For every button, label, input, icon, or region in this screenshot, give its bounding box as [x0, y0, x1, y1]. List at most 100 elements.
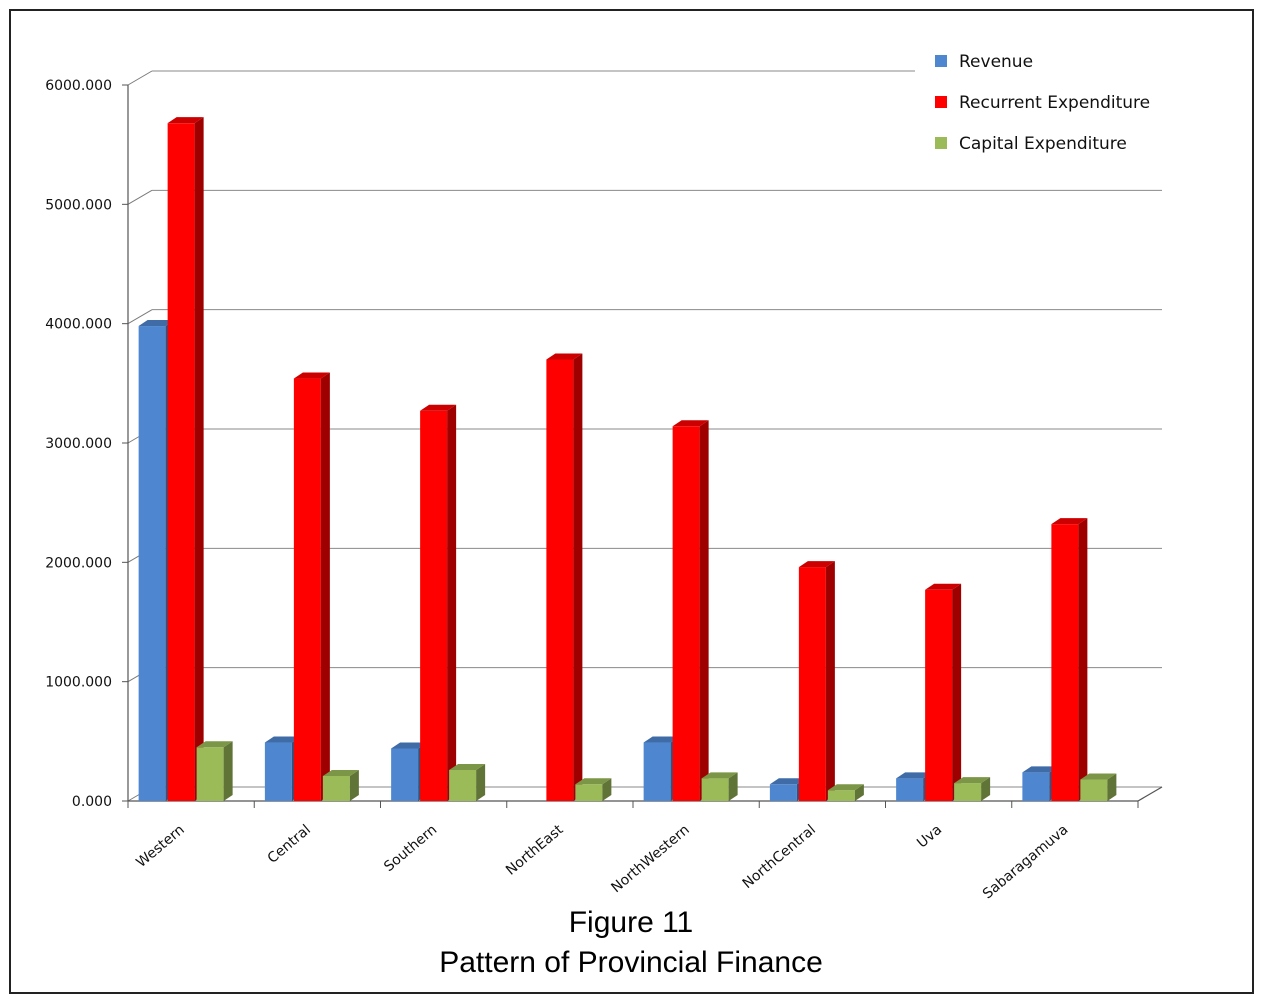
bar-front: [138, 326, 166, 801]
bar: [575, 778, 612, 801]
bar-front: [798, 567, 826, 801]
bar-top: [643, 736, 680, 743]
y-tick-label: 2000.000: [45, 555, 112, 571]
y-axis-ticks: 0.000 1000.000 2000.000 3000.000 4000.000 500…: [45, 78, 128, 810]
bar-front: [1051, 524, 1079, 801]
bar-top: [167, 117, 204, 124]
x-tick-label: NorthWestern: [608, 822, 692, 896]
bar: [701, 772, 738, 801]
bar-front: [896, 778, 924, 801]
bar-top: [449, 763, 486, 770]
bar-front: [954, 783, 982, 801]
bar: [954, 777, 991, 801]
x-tick-label: Uva: [914, 822, 945, 852]
x-tick-label: NorthCentral: [740, 822, 819, 892]
bar-side: [476, 763, 486, 801]
bar-top: [546, 353, 583, 360]
bar-top: [196, 741, 233, 748]
bar-top: [138, 320, 175, 327]
bar-front: [167, 123, 195, 802]
bar: [672, 420, 709, 801]
bar: [925, 583, 962, 801]
bar: [293, 372, 330, 801]
bar-front: [420, 410, 448, 801]
bar-top: [264, 736, 301, 743]
y-tick-label: 5000.000: [45, 197, 112, 213]
bar-front: [672, 426, 700, 801]
bar-side: [1078, 518, 1088, 801]
bar-top: [1022, 766, 1059, 773]
gridline-wall: [127, 70, 153, 86]
axes: [127, 85, 1163, 802]
bar-side: [349, 769, 359, 801]
x-tick-label: Western: [133, 822, 187, 871]
bar-top: [896, 772, 933, 779]
y-tick-label: 6000.000: [45, 78, 112, 94]
bar-top: [701, 772, 738, 779]
bar-top: [672, 420, 709, 427]
gridline-wall: [127, 309, 153, 325]
legend-label: Capital Expenditure: [959, 134, 1127, 154]
bar-top: [1051, 518, 1088, 525]
chart-title: Pattern of Provincial Finance: [439, 946, 823, 979]
bar-side: [602, 778, 612, 801]
bar-top: [575, 778, 612, 785]
bar: [322, 769, 359, 801]
legend: Revenue Recurrent Expenditure Capital Expe…: [915, 40, 1235, 170]
y-tick-label: 3000.000: [45, 436, 112, 452]
bar-side: [699, 420, 709, 801]
bar-top: [798, 561, 835, 568]
gridline-wall: [127, 189, 153, 205]
bar: [1080, 773, 1117, 801]
bar: [449, 763, 486, 801]
bar-side: [573, 353, 583, 801]
bar-side: [320, 372, 330, 801]
bar-front: [701, 778, 729, 801]
y-tick-label: 1000.000: [45, 675, 112, 691]
bar-top: [293, 372, 330, 379]
bar-side: [854, 784, 864, 801]
legend-swatch: [935, 55, 947, 67]
bar-front: [643, 742, 671, 801]
bar: [546, 353, 583, 801]
legend-label: Recurrent Expenditure: [959, 93, 1150, 113]
bar-side: [447, 404, 457, 801]
bar-front: [391, 748, 419, 801]
legend-swatch: [935, 96, 947, 108]
figure-label: Figure 11: [568, 906, 694, 939]
bar-side: [194, 117, 204, 802]
bar-side: [952, 583, 962, 801]
bar-front: [925, 589, 953, 801]
bar: [196, 741, 233, 801]
bar-front: [1022, 772, 1050, 801]
bar-top: [925, 583, 962, 590]
bar-side: [1107, 773, 1117, 801]
bar-side: [825, 561, 835, 801]
x-tick-label: NorthEast: [503, 821, 567, 878]
bar-front: [293, 378, 321, 801]
x-axis-ticks: Western Central Southern NorthEast NorthWest…: [127, 801, 1139, 902]
bar-front: [196, 747, 224, 801]
legend-swatch: [935, 137, 947, 149]
bar: [1051, 518, 1088, 801]
x-tick-label: Central: [265, 822, 314, 867]
bar-front: [1080, 779, 1108, 801]
bar-front: [449, 769, 477, 801]
floor-edge: [1137, 786, 1163, 802]
x-tick-label: Southern: [381, 822, 440, 875]
x-tick-label: Sabaragamuva: [980, 822, 1072, 902]
bar-front: [769, 784, 797, 801]
bar-top: [420, 404, 457, 411]
bar-side: [981, 777, 991, 801]
legend-box: [915, 40, 1235, 170]
bar-top: [827, 784, 864, 791]
bar-front: [546, 359, 574, 801]
bar-top: [769, 778, 806, 785]
bar-top: [391, 742, 428, 749]
gridlines: [127, 70, 1162, 802]
bars: [138, 117, 1117, 802]
bar-top: [1080, 773, 1117, 780]
bar-top: [322, 769, 359, 776]
bar-front: [322, 775, 350, 801]
bar: [167, 117, 204, 802]
